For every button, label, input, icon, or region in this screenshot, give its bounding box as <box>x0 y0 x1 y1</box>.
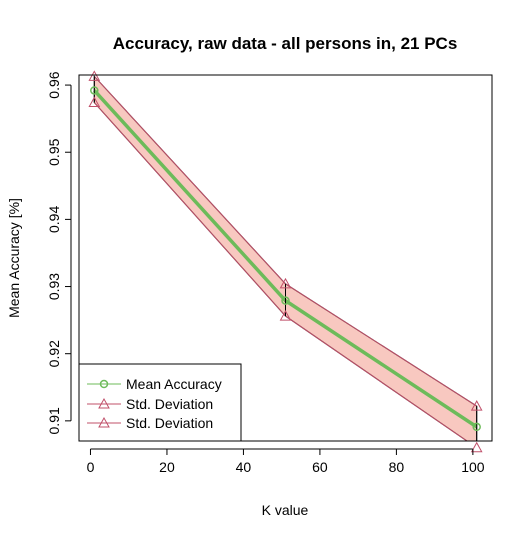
y-tick-label: 0.93 <box>46 273 62 300</box>
std-upper-line <box>93 76 477 407</box>
chart-title: Accuracy, raw data - all persons in, 21 … <box>113 34 458 53</box>
legend-label: Std. Deviation <box>126 415 213 431</box>
y-tick-label: 0.91 <box>46 407 62 434</box>
y-axis-label: Mean Accuracy [%] <box>6 198 22 318</box>
std-upper-point <box>88 70 101 81</box>
y-tick-label: 0.95 <box>46 138 62 165</box>
std-lower-point <box>279 310 292 321</box>
x-axis-label: K value <box>262 502 309 518</box>
mean-accuracy-point <box>281 296 290 305</box>
legend-swatch-marker <box>98 416 110 428</box>
series-lines-layer <box>93 76 478 441</box>
x-tick-label: 60 <box>312 459 328 475</box>
legend-item: Std. Deviation <box>87 396 213 412</box>
legend-swatch-marker <box>99 379 109 389</box>
mean-accuracy-point <box>90 86 99 95</box>
y-tick-label: 0.92 <box>46 340 62 367</box>
y-tick-label: 0.96 <box>46 71 62 98</box>
x-tick-label: 40 <box>236 459 252 475</box>
series-markers-layer <box>88 70 483 453</box>
std-lower-point <box>470 441 483 453</box>
mean-accuracy-point <box>472 422 481 432</box>
std-upper-point <box>279 277 292 289</box>
x-tick-label: 0 <box>87 459 95 475</box>
y-tick-label: 0.94 <box>46 206 62 233</box>
x-tick-label: 20 <box>159 459 175 475</box>
std-lower-point <box>88 96 101 108</box>
legend-swatch-marker <box>98 397 110 409</box>
y-axis: 0.91 0.92 0.93 0.94 0.95 0.96 <box>46 71 72 434</box>
x-tick-label: 100 <box>461 459 485 475</box>
legend-item: Mean Accuracy <box>87 376 222 392</box>
plot-frame <box>78 74 493 442</box>
x-tick-label: 80 <box>389 459 405 475</box>
x-axis: 0 20 40 60 80 100 <box>87 448 485 475</box>
legend: Mean Accuracy Std. Deviation Std. Deviatio… <box>78 363 242 442</box>
legend-item: Std. Deviation <box>87 415 213 431</box>
legend-label: Std. Deviation <box>126 396 213 412</box>
legend-label: Mean Accuracy <box>126 376 222 392</box>
std-upper-point <box>470 400 483 411</box>
